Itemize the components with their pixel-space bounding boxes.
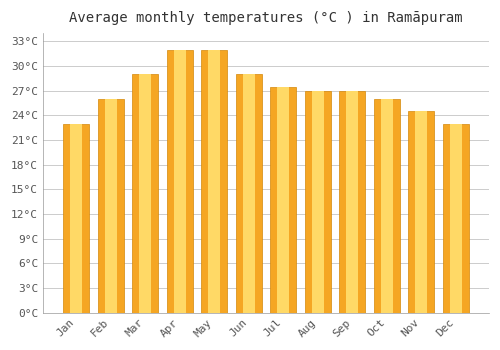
Bar [304, 91, 330, 313]
Bar [105, 99, 117, 313]
Bar [442, 124, 468, 313]
Bar [208, 50, 220, 313]
Bar [374, 99, 400, 313]
Bar [339, 91, 365, 313]
Bar [416, 111, 427, 313]
Bar [98, 99, 124, 313]
Bar [312, 91, 324, 313]
Bar [381, 99, 392, 313]
Bar [243, 74, 254, 313]
Bar [450, 124, 462, 313]
Bar [70, 124, 82, 313]
Bar [270, 87, 296, 313]
Bar [132, 74, 158, 313]
Bar [278, 87, 289, 313]
Bar [174, 50, 186, 313]
Bar [346, 91, 358, 313]
Bar [140, 74, 151, 313]
Bar [166, 50, 192, 313]
Bar [63, 124, 89, 313]
Bar [408, 111, 434, 313]
Title: Average monthly temperatures (°C ) in Ramāpuram: Average monthly temperatures (°C ) in Ra… [69, 11, 462, 25]
Bar [201, 50, 227, 313]
Bar [236, 74, 262, 313]
